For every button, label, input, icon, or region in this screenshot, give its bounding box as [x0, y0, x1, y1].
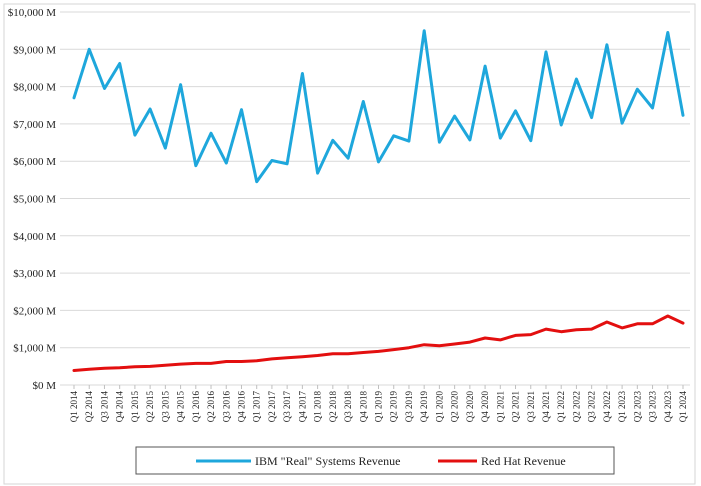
- x-tick-label: Q2 2021: [511, 391, 521, 422]
- x-tick-label: Q4 2015: [176, 391, 186, 423]
- x-tick-label: Q2 2018: [328, 391, 338, 423]
- x-tick-label: Q1 2024: [678, 391, 688, 423]
- y-tick-label: $9,000 M: [13, 44, 56, 56]
- y-tick-label: $10,000 M: [8, 7, 57, 19]
- legend-label-0: IBM "Real" Systems Revenue: [255, 454, 400, 468]
- y-tick-label: $1,000 M: [13, 343, 56, 355]
- x-tick-label: Q2 2014: [84, 391, 94, 423]
- x-tick-label: Q1 2014: [69, 391, 79, 423]
- legend-label-1: Red Hat Revenue: [481, 454, 566, 468]
- y-tick-label: $2,000 M: [13, 305, 56, 317]
- x-tick-label: Q4 2014: [115, 391, 125, 423]
- x-tick-label: Q4 2020: [480, 391, 490, 423]
- plot-border: [3, 3, 696, 485]
- x-tick-label: Q2 2022: [571, 391, 581, 422]
- x-tick-label: Q1 2016: [191, 391, 201, 423]
- x-tick-label: Q1 2023: [617, 391, 627, 423]
- x-tick-label: Q3 2014: [99, 391, 109, 423]
- x-tick-label: Q3 2021: [526, 391, 536, 422]
- legend: IBM "Real" Systems Revenue Red Hat Revenu…: [135, 446, 615, 475]
- x-tick-label: Q1 2020: [434, 391, 444, 423]
- y-tick-label: $8,000 M: [13, 82, 56, 94]
- y-tick-label: $0 M: [32, 380, 56, 392]
- x-tick-label: Q3 2018: [343, 391, 353, 423]
- x-tick-label: Q2 2015: [145, 391, 155, 423]
- x-tick-label: Q4 2016: [236, 391, 246, 423]
- y-tick-label: $4,000 M: [13, 231, 56, 243]
- x-tick-label: Q3 2023: [648, 391, 658, 423]
- y-tick-label: $6,000 M: [13, 156, 56, 168]
- y-tick-label: $7,000 M: [13, 119, 56, 131]
- x-tick-label: Q1 2017: [252, 391, 262, 423]
- x-tick-label: Q3 2017: [282, 391, 292, 423]
- x-tick-label: Q1 2022: [556, 391, 566, 422]
- y-tick-label: $5,000 M: [13, 194, 56, 206]
- x-tick-label: Q4 2022: [602, 391, 612, 422]
- x-tick-label: Q2 2019: [389, 391, 399, 423]
- x-tick-label: Q3 2022: [587, 391, 597, 422]
- x-tick-label: Q1 2018: [313, 391, 323, 423]
- x-tick-label: Q2 2017: [267, 391, 277, 423]
- y-axis: $0 M $1,000 M $2,000 M $3,000 M $4,000 M $5,0…: [8, 7, 57, 392]
- x-tick-label: Q4 2023: [663, 391, 673, 423]
- x-axis: Q1 2014 Q2 2014 Q3 2014 Q4 2014 Q1 2015 Q2 20…: [69, 385, 688, 422]
- x-tick-label: Q1 2015: [130, 391, 140, 423]
- x-tick-label: Q4 2017: [297, 391, 307, 423]
- x-tick-label: Q1 2019: [374, 391, 384, 423]
- x-tick-label: Q3 2015: [160, 391, 170, 423]
- x-tick-label: Q4 2021: [541, 391, 551, 422]
- x-tick-label: Q1 2021: [495, 391, 505, 422]
- series-line-1: [72, 314, 685, 372]
- x-tick-label: Q2 2016: [206, 391, 216, 423]
- series-line-0: [72, 29, 685, 184]
- x-tick-label: Q3 2019: [404, 391, 414, 423]
- x-tick-label: Q4 2018: [358, 391, 368, 423]
- x-tick-label: Q3 2020: [465, 391, 475, 423]
- y-tick-label: $3,000 M: [13, 268, 56, 280]
- series-lines: [72, 29, 685, 372]
- x-tick-label: Q4 2019: [419, 391, 429, 423]
- x-tick-label: Q2 2020: [450, 391, 460, 423]
- x-tick-label: Q3 2016: [221, 391, 231, 423]
- x-tick-label: Q2 2023: [632, 391, 642, 423]
